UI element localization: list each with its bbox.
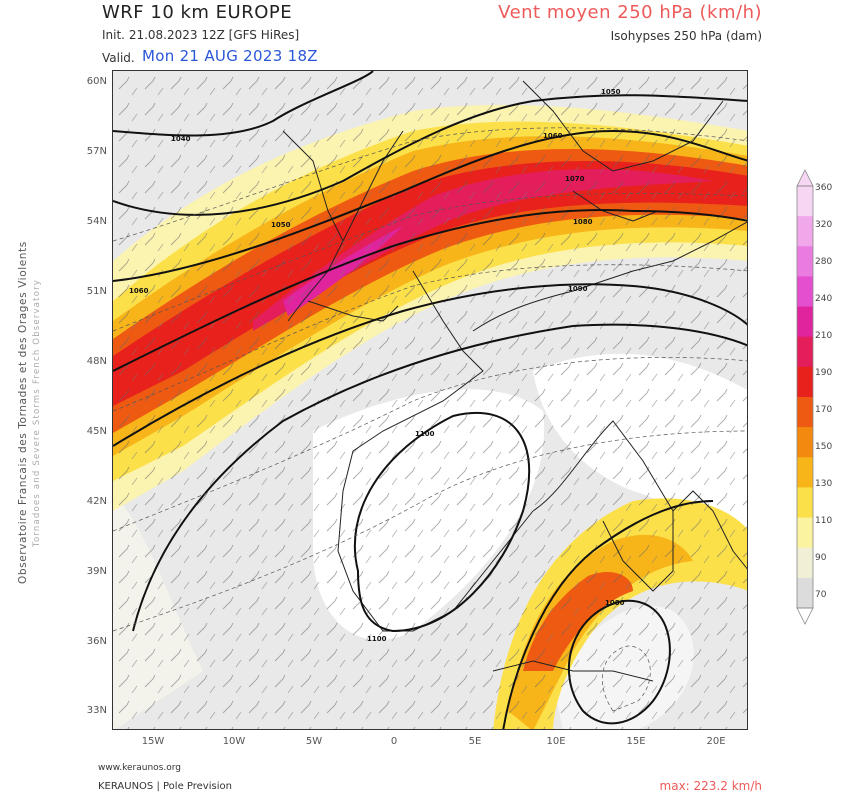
contour-1060 (113, 129, 747, 282)
max-wind-label: max: 223.2 km/h (659, 779, 762, 793)
lat-label: 45N (86, 426, 107, 437)
contour-1090-med (502, 500, 714, 729)
colorbar-swatch (797, 336, 813, 368)
contour-label-1090: 1090 (568, 285, 588, 293)
colorbar-swatch (797, 517, 813, 549)
contour-label-1060-n: 1060 (543, 132, 563, 140)
lon-label: 5W (305, 736, 323, 747)
valid-label: Valid. (102, 51, 135, 65)
contour-1070 (113, 209, 747, 372)
valid-date: Mon 21 AUG 2023 18Z (142, 47, 318, 65)
colorbar-label: 170 (815, 405, 833, 415)
init-info: Init. 21.08.2023 12Z [GFS HiRes] (102, 28, 300, 42)
lat-label: 42N (86, 496, 107, 507)
colorbar (796, 169, 814, 625)
contour-1080-low (567, 599, 671, 725)
lat-label: 51N (86, 286, 107, 297)
contour-1080 (113, 283, 747, 447)
footer-brand: KERAUNOS | Pole Prevision (98, 781, 232, 792)
colorbar-top-arrow (796, 169, 814, 187)
colorbar-swatch (797, 366, 813, 398)
lon-label: 10E (546, 736, 566, 747)
contour-label-1100-s: 1100 (367, 635, 387, 643)
side-credit-en: Tornadoes and Severe Storms French Obser… (32, 278, 42, 547)
lat-label: 60N (86, 76, 107, 87)
lon-label: 20E (706, 736, 726, 747)
contour-label-1080: 1080 (573, 218, 593, 226)
colorbar-label: 280 (815, 257, 833, 267)
contour-1100 (353, 411, 531, 633)
isohypses-info: Isohypses 250 hPa (dam) (610, 29, 762, 43)
colorbar-label: 360 (815, 183, 833, 193)
lat-label: 39N (86, 566, 107, 577)
colorbar-swatch (797, 216, 813, 247)
colorbar-label: 130 (815, 479, 833, 489)
contour-label-1080-s: 1080 (605, 599, 625, 607)
contour-label-1100-n: 1100 (415, 430, 435, 438)
colorbar-label: 210 (815, 331, 833, 341)
colorbar-label: 70 (815, 590, 827, 600)
lon-label: 15E (626, 736, 646, 747)
colorbar-swatch (797, 397, 813, 428)
lon-label: 10W (222, 736, 246, 747)
colorbar-swatch (797, 427, 813, 458)
colorbar-swatch (797, 487, 813, 519)
map-svg: 1050 1040 1060 1050 1070 1080 1060 1090 … (113, 71, 747, 729)
lon-label: 15W (141, 736, 165, 747)
colorbar-label: 190 (815, 368, 833, 378)
lat-label: 36N (86, 636, 107, 647)
colorbar-label: 320 (815, 220, 833, 230)
side-credit-fr: Observatoire Francais des Tornades et de… (17, 241, 29, 584)
colorbar-swatch (797, 276, 813, 308)
colorbar-label: 110 (815, 516, 833, 526)
contour-1040 (113, 71, 374, 137)
colorbar-swatch (797, 246, 813, 277)
colorbar-swatch (797, 457, 813, 488)
contour-label-1050-w: 1050 (271, 221, 291, 229)
contour-label-1040: 1040 (171, 135, 191, 143)
contour-label-1070: 1070 (565, 175, 585, 183)
colorbar-frame (796, 185, 814, 609)
lon-label: 5E (468, 736, 482, 747)
lat-label: 48N (86, 356, 107, 367)
colorbar-swatches (797, 186, 813, 609)
colorbar-swatch (797, 547, 813, 579)
colorbar-label: 90 (815, 553, 827, 563)
contour-1090 (132, 323, 747, 632)
chart-title: WRF 10 km EUROPE (102, 2, 293, 23)
lon-label: 0 (390, 736, 398, 747)
colorbar-swatch (797, 577, 813, 609)
colorbar-swatch (797, 306, 813, 338)
colorbar-label: 150 (815, 442, 833, 452)
isohypse-contours (113, 71, 747, 729)
product-title: Vent moyen 250 hPa (km/h) (498, 2, 762, 23)
contour-label-1060-w: 1060 (129, 287, 149, 295)
colorbar-bottom-arrow (796, 607, 814, 625)
contour-labels: 1050 1040 1060 1050 1070 1080 1060 1090 … (129, 88, 625, 643)
contour-label-1050-ne: 1050 (601, 88, 621, 96)
contour-1050 (113, 94, 747, 216)
lat-label: 57N (86, 146, 107, 157)
lat-label: 54N (86, 216, 107, 227)
colorbar-label: 240 (815, 294, 833, 304)
colorbar-swatch (797, 186, 813, 217)
forecast-map: 1050 1040 1060 1050 1070 1080 1060 1090 … (112, 70, 748, 730)
wind-barbs (113, 71, 747, 729)
lat-label: 33N (86, 705, 107, 716)
dashed-lines (113, 127, 747, 712)
footer-site: www.keraunos.org (98, 763, 181, 773)
